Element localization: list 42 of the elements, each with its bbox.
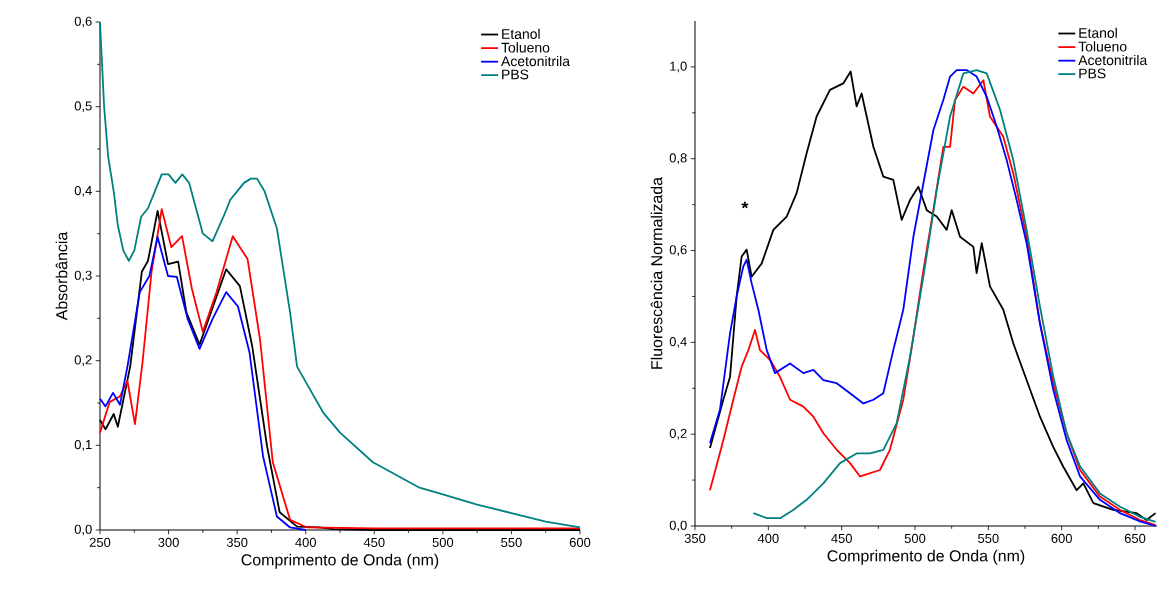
y-tick-label: 0,4 xyxy=(669,337,687,348)
x-axis-title: Comprimento de Onda (nm) xyxy=(241,553,439,569)
legend-label: Etanol xyxy=(1079,27,1117,38)
legend-label: Etanol xyxy=(502,28,540,39)
x-tick-label: 500 xyxy=(904,533,926,543)
legend-label: Acetonitrila xyxy=(1078,54,1148,66)
x-axis-title: Comprimento de Onda (nm) xyxy=(827,549,1025,565)
y-tick-label: 0,3 xyxy=(74,270,92,282)
x-tick-label: 450 xyxy=(831,533,852,543)
x-tick-label: 550 xyxy=(501,537,522,547)
legend-label: PBS xyxy=(1079,68,1106,79)
legend-label: Tolueno xyxy=(1078,41,1127,52)
line-series xyxy=(99,236,307,531)
y-tick-label: 0,8 xyxy=(669,153,687,165)
x-tick-label: 400 xyxy=(295,537,317,547)
y-tick-label: 0,2 xyxy=(74,355,92,367)
x-tick-label: 350 xyxy=(226,537,248,547)
y-tick-label: 0,2 xyxy=(669,428,687,440)
y-tick-label: 0,6 xyxy=(669,245,687,256)
x-tick-label: 600 xyxy=(569,537,591,547)
y-axis-title: Fluorescência Normalizada xyxy=(650,176,663,369)
x-tick-label: 500 xyxy=(432,537,454,547)
legend-label: PBS xyxy=(502,69,529,80)
x-tick-label: 300 xyxy=(158,537,179,547)
y-tick-label: 0,0 xyxy=(74,524,92,536)
legend-label: Tolueno xyxy=(501,42,550,53)
annotation: * xyxy=(741,201,749,209)
x-tick-label: 250 xyxy=(89,537,111,547)
y-tick-label: 0,5 xyxy=(74,101,92,113)
x-tick-label: 650 xyxy=(1124,533,1146,543)
x-tick-label: 400 xyxy=(757,533,779,543)
x-tick-label: 350 xyxy=(684,533,706,543)
legend-label: Acetonitrila xyxy=(501,55,571,67)
x-tick-label: 550 xyxy=(978,533,999,543)
y-tick-label: 0,1 xyxy=(74,439,92,451)
y-axis-title: Absorbância xyxy=(55,231,68,321)
x-tick-label: 450 xyxy=(363,537,385,547)
y-tick-label: 0,4 xyxy=(74,185,92,197)
x-tick-label: 600 xyxy=(1051,533,1072,543)
y-tick-label: 0,0 xyxy=(669,520,687,532)
y-tick-label: 1,0 xyxy=(670,61,687,73)
y-tick-label: 0,6 xyxy=(74,16,92,28)
